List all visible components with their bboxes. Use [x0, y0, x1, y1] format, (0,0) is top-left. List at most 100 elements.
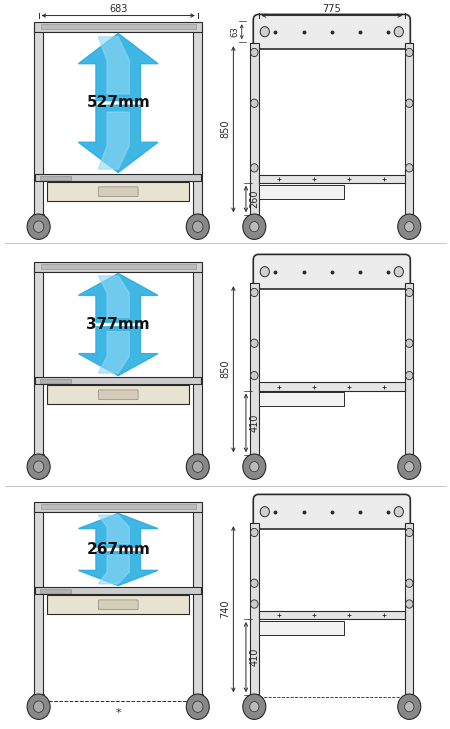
Bar	[40, 25, 196, 29]
Text: 410: 410	[249, 648, 259, 666]
Circle shape	[405, 164, 413, 172]
Bar	[193, 694, 203, 700]
Bar	[258, 383, 405, 391]
Circle shape	[405, 579, 413, 588]
Polygon shape	[98, 332, 129, 373]
Circle shape	[251, 371, 258, 380]
Polygon shape	[78, 327, 158, 375]
Bar	[193, 214, 203, 219]
Bar	[33, 454, 44, 460]
Circle shape	[33, 461, 44, 472]
Polygon shape	[98, 555, 129, 584]
Bar	[40, 589, 71, 593]
Circle shape	[243, 454, 266, 480]
FancyBboxPatch shape	[253, 15, 410, 49]
Bar	[34, 27, 43, 217]
Circle shape	[27, 214, 50, 239]
Circle shape	[251, 99, 258, 107]
Bar	[35, 587, 202, 593]
Bar	[40, 379, 71, 383]
Circle shape	[394, 507, 403, 517]
Circle shape	[405, 99, 413, 107]
Bar	[34, 267, 43, 456]
Circle shape	[251, 339, 258, 348]
Circle shape	[251, 289, 258, 297]
Circle shape	[405, 48, 413, 57]
Polygon shape	[78, 552, 158, 585]
Bar	[250, 43, 258, 215]
Circle shape	[260, 507, 270, 517]
Text: 63: 63	[231, 26, 240, 37]
Bar	[47, 385, 189, 405]
Circle shape	[243, 694, 266, 720]
Circle shape	[186, 694, 209, 720]
Bar	[258, 611, 405, 619]
FancyBboxPatch shape	[98, 390, 138, 399]
Bar	[405, 523, 414, 695]
Circle shape	[394, 27, 403, 36]
Circle shape	[186, 214, 209, 239]
Polygon shape	[78, 34, 158, 101]
Circle shape	[405, 461, 414, 472]
Circle shape	[405, 701, 414, 712]
Polygon shape	[78, 105, 158, 173]
Circle shape	[243, 214, 266, 239]
Bar	[34, 262, 202, 273]
Circle shape	[27, 694, 50, 720]
Bar	[34, 507, 43, 696]
Circle shape	[405, 371, 413, 380]
Polygon shape	[98, 276, 129, 317]
Text: *: *	[407, 698, 412, 709]
Circle shape	[405, 222, 414, 232]
FancyBboxPatch shape	[253, 494, 410, 529]
Circle shape	[405, 600, 413, 608]
Circle shape	[250, 461, 259, 472]
Circle shape	[251, 579, 258, 588]
Bar	[34, 502, 202, 512]
Circle shape	[27, 454, 50, 480]
Text: 377mm: 377mm	[86, 317, 150, 332]
Bar	[40, 504, 196, 509]
Circle shape	[398, 694, 421, 720]
Bar	[47, 182, 189, 201]
Circle shape	[398, 214, 421, 239]
Circle shape	[33, 221, 44, 233]
Bar	[33, 214, 44, 219]
Bar	[405, 43, 414, 215]
Bar	[258, 392, 343, 406]
Bar	[193, 507, 202, 696]
Text: 740: 740	[220, 600, 230, 618]
Text: 775: 775	[322, 4, 341, 15]
Circle shape	[251, 529, 258, 537]
Text: 267mm: 267mm	[86, 542, 150, 557]
Circle shape	[251, 600, 258, 608]
Circle shape	[33, 701, 44, 712]
Text: 850: 850	[220, 120, 230, 139]
Bar	[258, 621, 343, 635]
Bar	[35, 174, 202, 181]
Bar	[47, 595, 189, 615]
Polygon shape	[98, 112, 129, 169]
Bar	[193, 267, 202, 456]
Circle shape	[405, 339, 413, 348]
Polygon shape	[78, 273, 158, 322]
Bar	[405, 284, 414, 455]
Polygon shape	[98, 515, 129, 544]
Circle shape	[251, 164, 258, 172]
Text: *: *	[252, 698, 256, 709]
Bar	[258, 184, 343, 198]
Bar	[40, 265, 196, 269]
Bar	[250, 284, 258, 455]
Circle shape	[260, 27, 270, 36]
Bar	[33, 694, 44, 700]
Circle shape	[186, 454, 209, 480]
Polygon shape	[78, 513, 158, 547]
Circle shape	[398, 454, 421, 480]
Circle shape	[250, 222, 259, 232]
Circle shape	[251, 48, 258, 57]
Circle shape	[193, 221, 203, 233]
Text: *: *	[115, 708, 121, 718]
FancyBboxPatch shape	[98, 187, 138, 197]
Bar	[40, 176, 71, 180]
Text: 683: 683	[109, 4, 127, 15]
